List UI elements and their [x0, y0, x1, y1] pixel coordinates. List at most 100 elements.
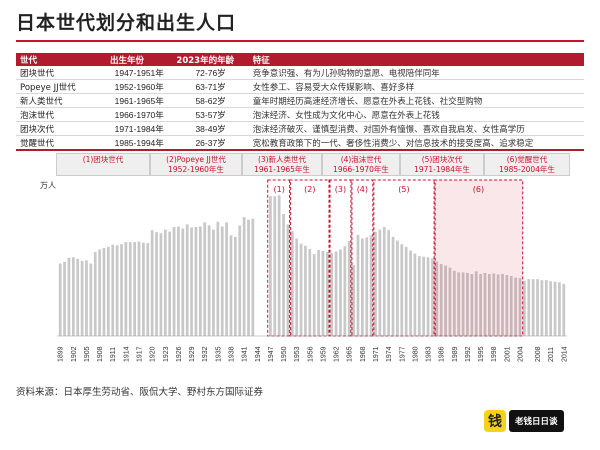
row-age: 72-76岁	[172, 66, 249, 80]
bar-1924	[168, 231, 172, 336]
bar-1962	[334, 251, 338, 336]
bar-2007	[531, 279, 535, 336]
bar-1912	[115, 245, 119, 336]
row-name: 泡沫世代	[16, 107, 106, 122]
bar-1929	[190, 227, 193, 336]
bar-1913	[120, 244, 123, 336]
x-tick-label: 1959	[320, 346, 327, 362]
bar-1911	[111, 244, 115, 336]
bar-2000	[501, 273, 504, 336]
bar-1977	[400, 244, 404, 336]
bar-1950	[282, 213, 285, 336]
x-tick-label: 1989	[452, 346, 459, 362]
bar-1957	[312, 254, 316, 336]
table-row: 团块次代 1971-1984年 38-49岁 泡沫经济破灭、谨慎型消费、对国外有…	[16, 121, 584, 136]
bar-1936	[220, 226, 224, 336]
x-tick-label: 1935	[215, 346, 222, 362]
highlight-box-6	[433, 179, 524, 337]
x-tick-label: 1914	[123, 346, 130, 362]
x-tick-label: 1977	[399, 346, 406, 362]
x-tick-label: 1968	[360, 346, 367, 362]
band-title: (1)团块世代	[82, 155, 124, 164]
row-years: 1947-1951年	[106, 66, 173, 80]
band-bubble: (4)泡沫世代 1966-1970年生	[322, 153, 400, 176]
bar-1928	[185, 224, 189, 336]
x-tick-label: 1899	[58, 346, 65, 362]
bar-1933	[207, 225, 211, 336]
x-tick-label: 1986	[439, 346, 446, 362]
bar-1934	[212, 229, 215, 336]
x-tick-label: 1974	[386, 346, 393, 362]
highlight-label-3: (3)	[335, 185, 346, 194]
bar-1999	[496, 274, 500, 336]
bar-1985	[435, 261, 439, 336]
bar-1926	[177, 226, 180, 336]
bar-1948	[273, 196, 277, 336]
bar-1901	[67, 257, 71, 336]
brand-name: 老钱日日谈	[509, 410, 564, 432]
bar-1965	[347, 241, 351, 336]
row-years: 1985-1994年	[106, 135, 173, 151]
x-tick-label: 1953	[294, 346, 301, 362]
bar-1902	[71, 257, 75, 336]
bar-1953	[295, 238, 299, 336]
x-tick-label: 1944	[255, 346, 262, 362]
band-years: 1985-2004年生	[499, 165, 555, 174]
bar-1914	[124, 242, 128, 336]
bar-1989	[452, 270, 456, 336]
bar-1982	[422, 256, 426, 336]
highlight-box-5	[372, 179, 436, 337]
x-tick-label: 1956	[307, 346, 314, 362]
bar-1908	[98, 249, 101, 336]
bar-1997	[488, 273, 491, 336]
bar-2014	[562, 283, 566, 336]
highlight-label-4: (4)	[357, 185, 368, 194]
band-title: (5)团块次代	[421, 155, 463, 164]
band-kakusei: (6)觉醒世代 1985-2004年生	[484, 153, 570, 176]
bar-1995	[479, 273, 482, 336]
x-tick-label: 2011	[548, 347, 555, 362]
row-feature: 宽松教育政策下的一代、奢侈性消费少、对信息技术的接受度高、追求稳定	[248, 135, 584, 151]
x-tick-label: 1941	[242, 346, 249, 362]
x-tick-label: 1926	[176, 346, 183, 362]
row-feature: 泡沫经济、女性成为文化中心、愿意在外表上花钱	[248, 107, 584, 122]
row-name: 团块世代	[16, 66, 106, 80]
bar-1988	[448, 267, 452, 336]
bar-1917	[137, 241, 141, 336]
highlight-label-1: (1)	[273, 185, 284, 194]
table-row: 团块世代 1947-1951年 72-76岁 竞争意识强、有为儿孙购物的意愿、电…	[16, 66, 584, 80]
bar-2002	[509, 276, 513, 336]
header-age-2023: 2023年的年龄	[172, 53, 249, 66]
bar-1909	[102, 247, 106, 336]
bar-1978	[404, 246, 408, 336]
bar-1987	[444, 265, 447, 336]
x-tick-label: 1992	[465, 346, 472, 362]
bar-1990	[457, 272, 461, 336]
bar-1964	[343, 246, 347, 336]
bar-1919	[146, 243, 150, 336]
bar-1976	[396, 240, 399, 336]
source-note: 资料来源：日本厚生劳动省、阪侃大学、野村东方国际证券	[16, 387, 264, 398]
bar-2006	[527, 279, 531, 336]
bar-1994	[474, 271, 478, 336]
bar-1958	[317, 249, 320, 336]
x-tick-label: 2014	[561, 346, 568, 362]
x-tick-labels-group: 1899 1902 1905 1908 1911 1914 1917 1920 1923 1926…	[58, 346, 569, 362]
bar-1960	[325, 252, 329, 336]
bar-1996	[483, 272, 487, 336]
row-years: 1966-1970年	[106, 107, 173, 122]
bar-1992	[466, 272, 469, 336]
bar-1981	[417, 256, 421, 336]
row-name: Popeye JJ世代	[16, 79, 106, 94]
band-title: (2)Popeye JJ世代	[166, 155, 226, 164]
bar-1921	[155, 232, 158, 336]
bar-1972	[378, 229, 382, 336]
row-name: 团块次代	[16, 121, 106, 136]
bar-1906	[89, 263, 93, 336]
band-shinjinrui: (3)新人类世代 1961-1965年生	[242, 153, 322, 176]
x-tick-label: 1971	[373, 346, 380, 362]
bar-1942	[247, 219, 250, 336]
row-years: 1952-1960年	[106, 79, 173, 94]
bar-1930	[194, 227, 198, 336]
row-feature: 竞争意识强、有为儿孙购物的意愿、电视陪伴同年	[248, 66, 584, 80]
